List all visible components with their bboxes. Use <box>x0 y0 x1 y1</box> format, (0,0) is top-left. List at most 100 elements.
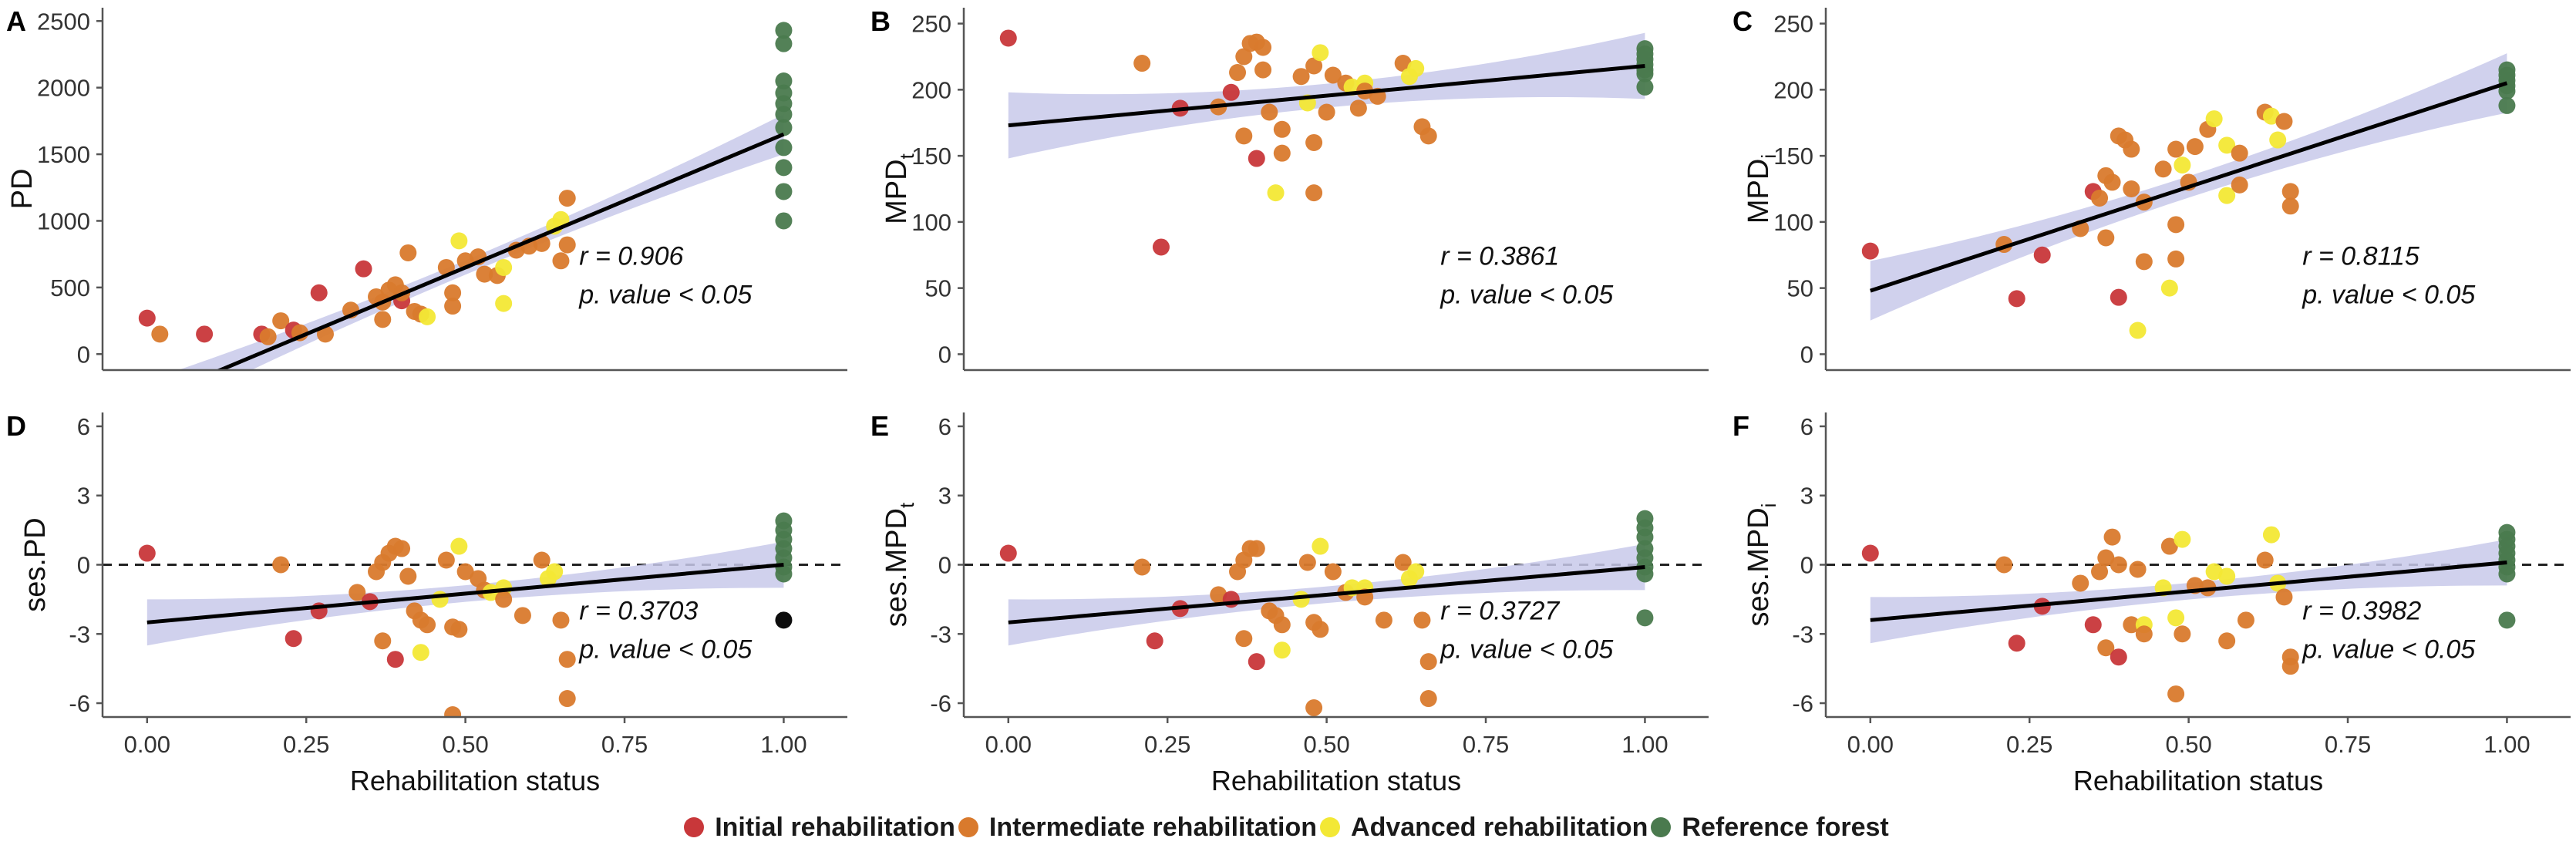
panel-f-ytick-label-0: -6 <box>1792 690 1813 717</box>
panel-a-point-42 <box>775 35 793 52</box>
panel-c-point-42 <box>2498 82 2516 100</box>
panel-f-point-20 <box>2167 685 2185 703</box>
panel-d-point-29 <box>495 591 513 608</box>
panel-e-ylabel-main: ses.MPD <box>881 508 913 627</box>
panel-c-point-2 <box>2008 290 2025 308</box>
panel-b-point-13 <box>1254 61 1272 79</box>
panel-b-point-16 <box>1273 144 1291 162</box>
panel-b-point-7 <box>1235 48 1253 66</box>
panel-a-letter: A <box>6 5 26 37</box>
panel-f-point-26 <box>2218 632 2236 650</box>
panel-d-ytick-label-3: 3 <box>77 483 90 510</box>
panel-f-xtick-label-2: 0.50 <box>2165 731 2211 758</box>
panel-e-xlabel: Rehabilitation status <box>1211 765 1461 796</box>
panel-f-point-1 <box>1995 556 2013 574</box>
legend-swatch-intermediate <box>958 817 978 837</box>
panel-a-plot-area <box>138 22 793 370</box>
panel-e-ylabel-sub: t <box>895 502 918 508</box>
panel-f-ylabel-sub: i <box>1757 503 1780 508</box>
panel-d-xtick-label-3: 0.75 <box>601 731 648 758</box>
panel-e-point-21 <box>1312 537 1329 555</box>
panel-d-point-15 <box>412 644 429 662</box>
panel-c-point-28 <box>2218 136 2236 154</box>
panel-b-ytick-label-0: 0 <box>938 341 951 368</box>
panel-e-point-40 <box>1636 565 1654 583</box>
panel-d-point-4 <box>349 584 366 601</box>
panel-a-point-1 <box>151 325 169 343</box>
panel-f-point-10 <box>2110 556 2127 574</box>
panel-e-point-20 <box>1305 699 1323 717</box>
panel-b-point-21 <box>1305 133 1323 151</box>
panel-a-point-43 <box>775 72 793 90</box>
panel-c-stat-p: p. value < 0.05 <box>2302 281 2475 310</box>
panel-d-stat-p: p. value < 0.05 <box>578 635 752 665</box>
panel-f: -6 -3 0 3 6 0.00 0.25 0.50 0.75 1.00 Rehabilitatio… <box>1732 410 2571 796</box>
panel-c-stat-r: r = 0.8115 <box>2302 242 2419 271</box>
panel-e-xtick-label-0: 0.00 <box>985 731 1032 758</box>
panel-a-fit-line <box>215 132 785 370</box>
panel-d-point-1 <box>272 556 290 574</box>
panel-b-ytick-label-3: 150 <box>911 143 951 170</box>
panel-d-letter: D <box>6 410 26 442</box>
panel-d-plot-area <box>103 512 847 717</box>
panel-e-point-22 <box>1324 563 1342 581</box>
legend-label-reference: Reference forest <box>1682 812 1889 842</box>
panel-b-point-1 <box>1133 55 1151 72</box>
panel-f-ylabel-main: ses.MPD <box>1743 507 1775 626</box>
panel-f-fit-line <box>1870 561 2507 622</box>
panel-e-point-9 <box>1235 630 1253 648</box>
panel-a-point-40 <box>552 252 570 270</box>
panel-a-point-41 <box>775 22 793 39</box>
panel-b-ylabel: MPDt <box>881 153 918 224</box>
panel-b-stat-r: r = 0.3861 <box>1440 242 1559 271</box>
panel-f-xlabel: Rehabilitation status <box>2073 765 2323 796</box>
panel-a-point-47 <box>775 119 793 136</box>
panel-e-ytick-label-0: -6 <box>930 690 951 717</box>
panel-c-point-29 <box>2218 187 2236 204</box>
panel-e-ytick-label-3: 3 <box>938 483 951 510</box>
panel-e-ytick-label-4: 6 <box>938 413 951 440</box>
panel-d-ylabel: ses.PD <box>19 517 52 611</box>
panel-a-point-4 <box>259 328 277 345</box>
panel-b-point-33 <box>1407 59 1425 77</box>
panel-c-point-15 <box>2129 322 2147 339</box>
panel-e-point-15 <box>1273 616 1291 634</box>
panel-c-point-6 <box>2091 190 2109 207</box>
panel-b-point-23 <box>1312 44 1329 62</box>
panel-c-point-16 <box>2135 253 2153 271</box>
panel-f-xtick-label-3: 0.75 <box>2325 731 2371 758</box>
panel-c-ytick-label-1: 50 <box>1787 275 1813 302</box>
panel-d-point-33 <box>546 563 564 581</box>
panel-f-point-4 <box>2072 574 2089 592</box>
panel-c-point-43 <box>2498 96 2516 114</box>
panel-e-point-41 <box>1636 609 1654 627</box>
panel-b-point-14 <box>1261 103 1278 121</box>
panel-f-point-5 <box>2084 616 2102 634</box>
panel-a-point-32 <box>495 295 513 312</box>
panel-f-point-25 <box>2218 567 2236 585</box>
panel-f-ytick-label-4: 6 <box>1800 413 1813 440</box>
panel-d-point-17 <box>419 616 436 634</box>
panel-d-point-43 <box>775 565 793 583</box>
legend: Initial rehabilitation Intermediate reha… <box>0 810 2576 845</box>
panel-f-point-31 <box>2275 588 2293 606</box>
panel-e-ytick-label-2: 0 <box>938 552 951 579</box>
panel-b-letter: B <box>870 5 891 37</box>
panel-d-ytick-label-2: 0 <box>77 552 90 579</box>
panel-a-ytick-label-2: 1000 <box>37 207 90 234</box>
panel-a-ylabel: PD <box>6 169 39 210</box>
panel-e-point-30 <box>1407 563 1425 581</box>
panel-f-point-18 <box>2167 609 2185 627</box>
panel-d-ytick-label-0: -6 <box>69 690 90 717</box>
panel-f-point-0 <box>1861 544 1879 562</box>
panel-d-fit-line <box>146 563 784 624</box>
legend-swatch-advanced <box>1320 817 1341 837</box>
panel-d-point-34 <box>552 611 570 629</box>
legend-item-initial: Initial rehabilitation <box>684 813 958 843</box>
panel-f-xtick-label-0: 0.00 <box>1847 731 1894 758</box>
panel-e-point-27 <box>1375 611 1392 629</box>
panel-b-ylabel-sub: t <box>895 153 918 159</box>
panel-b-plot-area <box>999 29 1654 256</box>
panel-d-ylabel-main: ses.PD <box>19 517 52 611</box>
panel-d-stat-r: r = 0.3703 <box>579 597 698 626</box>
